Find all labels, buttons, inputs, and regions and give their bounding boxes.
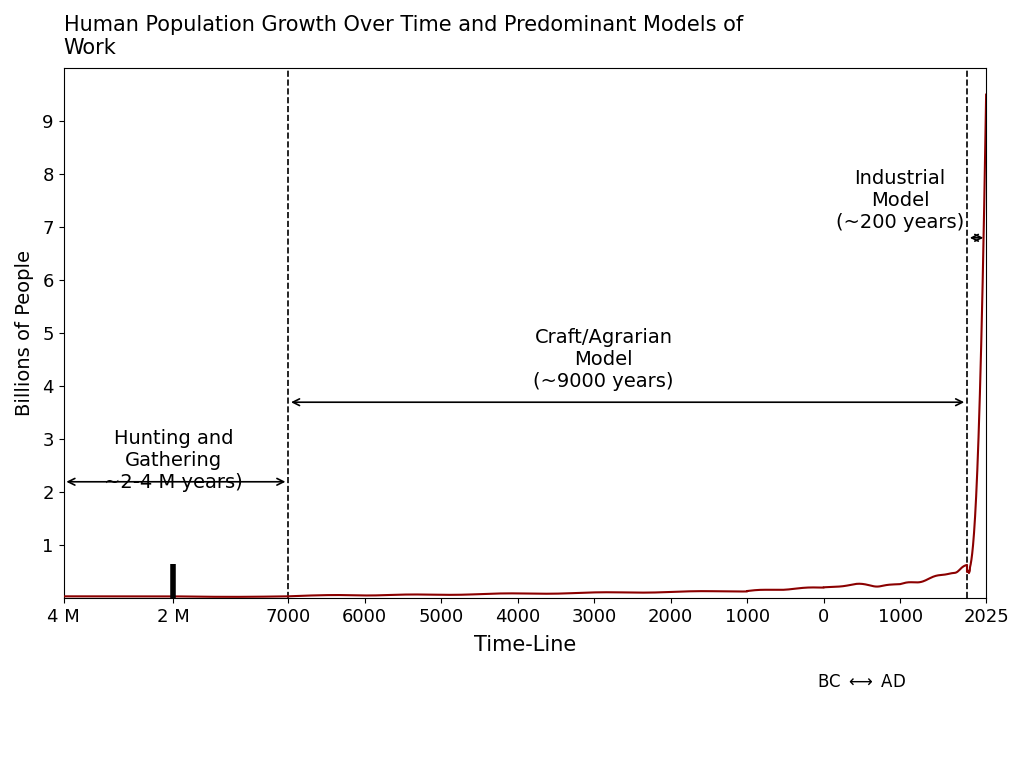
Text: Industrial
Model
(~200 years): Industrial Model (~200 years) [836,169,965,232]
Y-axis label: Billions of People: Billions of People [15,250,34,416]
X-axis label: Time-Line: Time-Line [474,634,575,654]
Text: Craft/Agrarian
Model
(~9000 years): Craft/Agrarian Model (~9000 years) [534,328,674,391]
Text: Hunting and
Gathering
~2-4 M years): Hunting and Gathering ~2-4 M years) [104,429,243,492]
Text: BC $\longleftrightarrow$ AD: BC $\longleftrightarrow$ AD [817,673,906,690]
Text: Human Population Growth Over Time and Predominant Models of
Work: Human Population Growth Over Time and Pr… [63,15,742,58]
